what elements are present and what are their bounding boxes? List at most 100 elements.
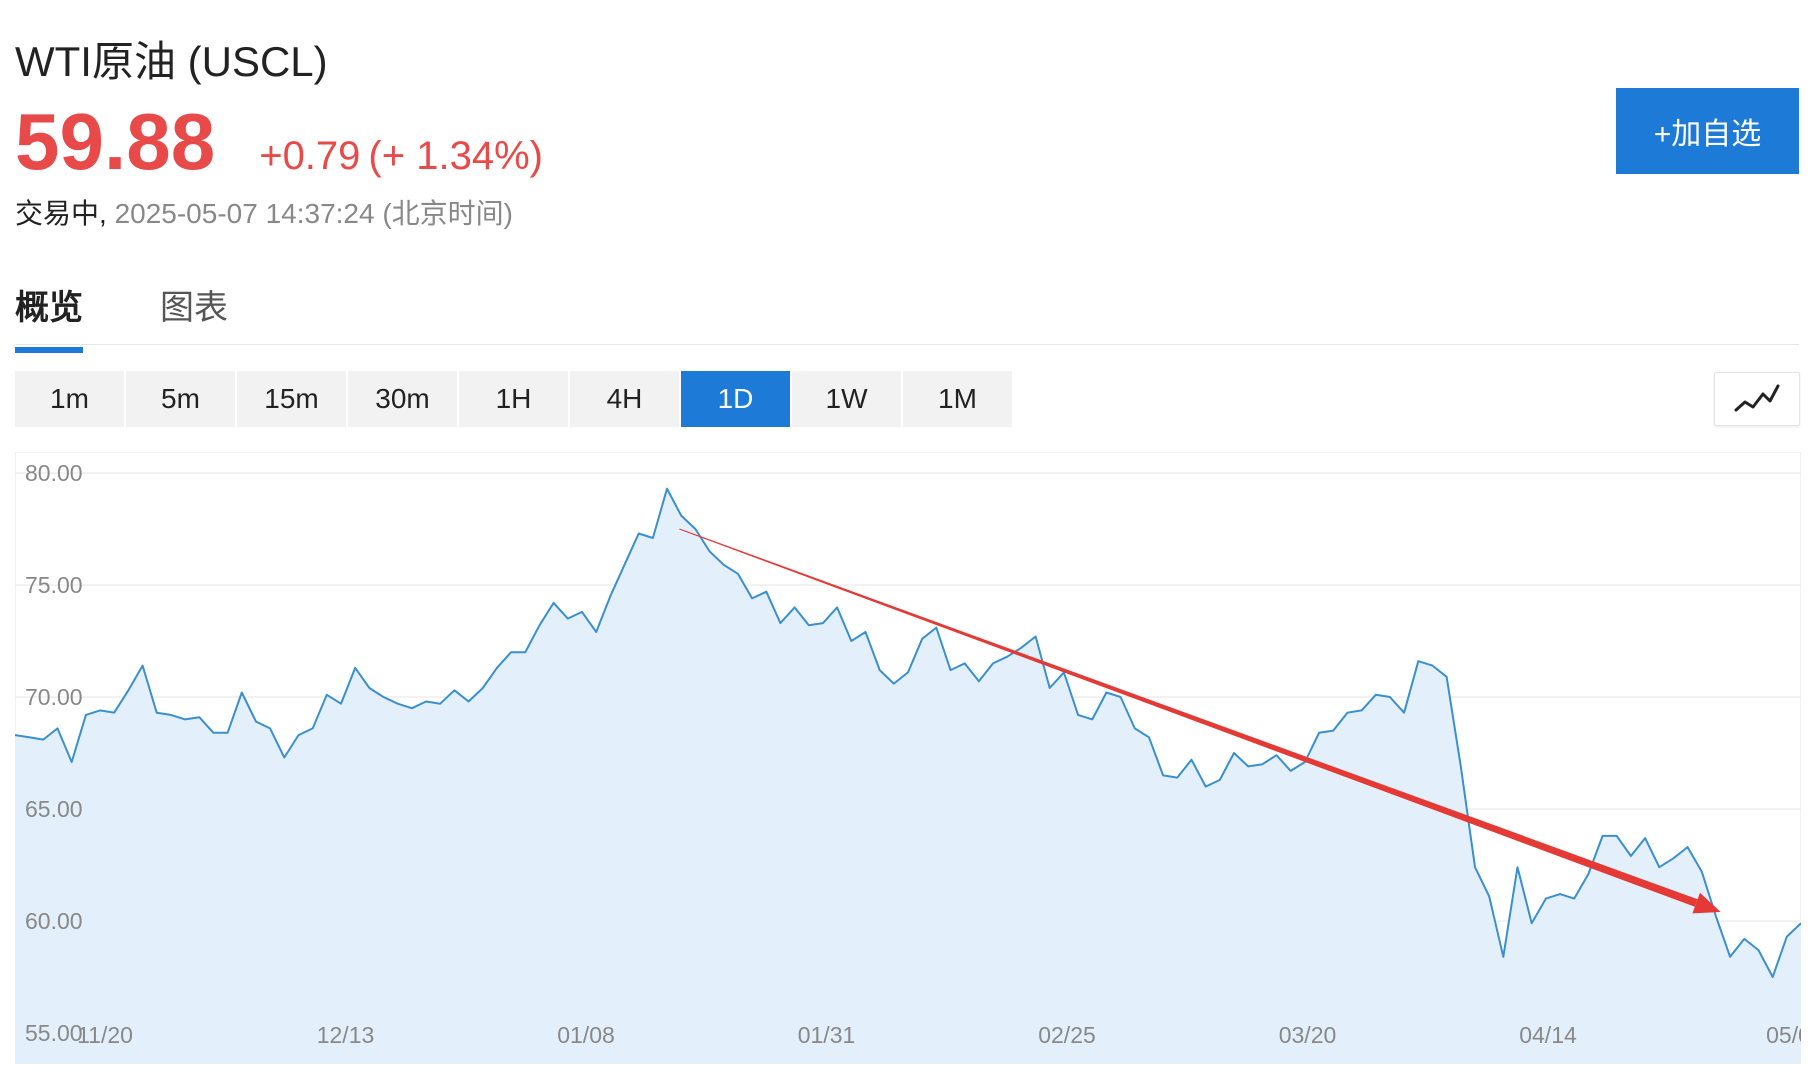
- data-point: [1318, 732, 1320, 734]
- data-point: [1417, 660, 1419, 662]
- x-tick-label: 11/20: [77, 1022, 133, 1048]
- data-point: [1531, 922, 1533, 924]
- data-point: [1332, 729, 1334, 731]
- price-chart: 80.00 75.00 70.00 65.00 60.00 55.00 11/20 12/1…: [15, 452, 1801, 1064]
- period-15m[interactable]: 15m: [237, 371, 346, 427]
- data-point: [226, 732, 228, 734]
- data-point: [850, 640, 852, 642]
- data-point: [1247, 765, 1249, 767]
- data-point: [680, 514, 682, 516]
- period-1w[interactable]: 1W: [792, 371, 901, 427]
- period-selector: 1m 5m 15m 30m 1H 4H 1D 1W 1M: [15, 371, 1014, 427]
- data-point: [1049, 687, 1051, 689]
- data-point: [156, 712, 158, 714]
- price-row: 59.88 +0.79 (+ 1.34%): [15, 102, 543, 182]
- x-tick-label: 05/0: [1766, 1022, 1801, 1048]
- data-point: [1460, 765, 1462, 767]
- data-point: [1006, 656, 1008, 658]
- data-point: [1516, 866, 1518, 868]
- data-point: [297, 734, 299, 736]
- data-point: [907, 671, 909, 673]
- add-watchlist-button[interactable]: +加自选: [1616, 88, 1799, 174]
- data-point: [1233, 752, 1235, 754]
- data-point: [1757, 949, 1759, 951]
- data-point: [354, 667, 356, 669]
- data-point: [28, 736, 30, 738]
- data-point: [1375, 694, 1377, 696]
- x-tick-label: 02/25: [1038, 1022, 1096, 1048]
- price-change: +0.79: [259, 134, 361, 178]
- trend-arrow-head: [1692, 892, 1721, 914]
- data-point: [1644, 837, 1646, 839]
- y-tick-label: 55.00: [25, 1020, 83, 1046]
- trading-status-row: 交易中, 2025-05-07 14:37:24 (北京时间): [15, 192, 513, 232]
- chart-type-button[interactable]: [1714, 372, 1800, 426]
- data-point: [1176, 776, 1178, 778]
- period-4h[interactable]: 4H: [570, 371, 679, 427]
- data-point: [1190, 759, 1192, 761]
- price-line: [15, 487, 1801, 978]
- data-point: [524, 651, 526, 653]
- data-point: [1403, 712, 1405, 714]
- tab-chart[interactable]: 图表: [160, 289, 228, 327]
- data-point: [99, 709, 101, 711]
- data-point: [368, 687, 370, 689]
- price-area: [15, 488, 1801, 1064]
- data-point: [453, 689, 455, 691]
- data-point: [467, 700, 469, 702]
- price-change-percent: (+ 1.34%): [368, 134, 543, 178]
- data-point: [793, 606, 795, 608]
- y-tick-label: 75.00: [25, 572, 83, 598]
- data-point: [779, 622, 781, 624]
- data-point: [312, 727, 314, 729]
- x-tick-label: 01/08: [557, 1022, 615, 1048]
- data-point: [85, 714, 87, 716]
- data-point: [822, 622, 824, 624]
- data-point: [1431, 664, 1433, 666]
- data-point: [921, 638, 923, 640]
- period-1d[interactable]: 1D: [681, 371, 790, 427]
- period-1mo[interactable]: 1M: [903, 371, 1012, 427]
- tab-overview[interactable]: 概览: [15, 280, 83, 353]
- data-point: [1219, 779, 1221, 781]
- period-30m[interactable]: 30m: [348, 371, 457, 427]
- data-point: [1134, 727, 1136, 729]
- data-point: [198, 716, 200, 718]
- data-point: [1686, 846, 1688, 848]
- data-point: [170, 714, 172, 716]
- data-point: [1346, 712, 1348, 714]
- data-point: [708, 550, 710, 552]
- data-point: [326, 694, 328, 696]
- data-point: [1488, 895, 1490, 897]
- data-point: [269, 727, 271, 729]
- data-point: [382, 696, 384, 698]
- data-point: [510, 651, 512, 653]
- period-1m[interactable]: 1m: [15, 371, 124, 427]
- price-chart-svg: 80.00 75.00 70.00 65.00 60.00 55.00 11/20 12/1…: [15, 452, 1801, 1064]
- x-tick-label: 03/20: [1279, 1022, 1337, 1048]
- data-point: [1729, 956, 1731, 958]
- trend-arrow: [679, 528, 1698, 907]
- data-point: [1275, 754, 1277, 756]
- data-point: [751, 597, 753, 599]
- data-point: [1743, 938, 1745, 940]
- data-point: [1360, 709, 1362, 711]
- data-point: [1545, 897, 1547, 899]
- data-point: [666, 488, 668, 490]
- period-1h[interactable]: 1H: [459, 371, 568, 427]
- data-point: [652, 537, 654, 539]
- data-point: [1772, 976, 1774, 978]
- data-point: [1658, 866, 1660, 868]
- data-point: [623, 564, 625, 566]
- period-5m[interactable]: 5m: [126, 371, 235, 427]
- data-point: [1701, 871, 1703, 873]
- data-point: [482, 687, 484, 689]
- y-tick-label: 70.00: [25, 684, 83, 710]
- data-point: [255, 720, 257, 722]
- data-point: [1616, 835, 1618, 837]
- data-point: [439, 703, 441, 705]
- data-point: [127, 689, 129, 691]
- data-point: [1091, 718, 1093, 720]
- data-point: [1445, 676, 1447, 678]
- data-point: [949, 669, 951, 671]
